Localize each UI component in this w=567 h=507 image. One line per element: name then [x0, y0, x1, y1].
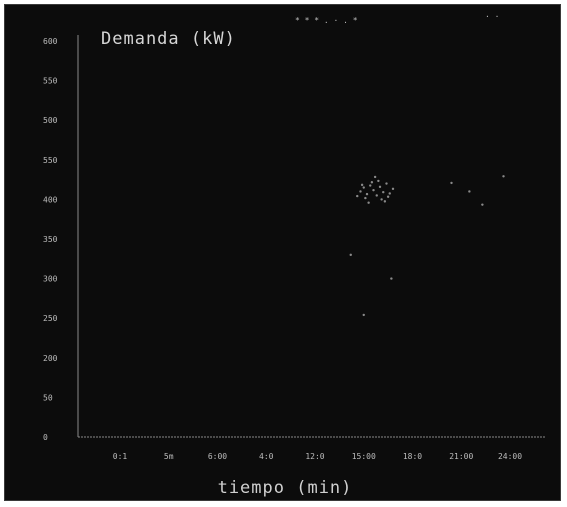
y-tick-label: 350: [43, 235, 58, 244]
x-tick-labels: 0:1 5m 6:00 4:0 12:0 15:00 18:0 21:00 24:00: [113, 452, 522, 461]
x-tick-label: 4:0: [259, 452, 274, 461]
y-tick-label: 550: [43, 156, 58, 165]
data-point: [481, 203, 484, 206]
data-point: [390, 277, 393, 280]
y-tick-label: 300: [43, 275, 58, 284]
data-point: [356, 194, 359, 198]
data-point: [365, 192, 369, 196]
data-point: [502, 175, 505, 178]
x-axis-label: tiempo (min): [218, 478, 353, 498]
data-point: [369, 184, 372, 187]
data-point: [373, 175, 377, 179]
data-point: [380, 198, 383, 201]
chart-title: Demanda (kW): [101, 29, 236, 49]
data-point: [349, 253, 352, 257]
x-tick-label: 24:00: [498, 452, 522, 461]
data-point: [375, 194, 378, 197]
data-point: [377, 179, 380, 183]
data-point: [370, 181, 374, 184]
y-tick-label: 200: [43, 354, 58, 363]
x-tick-label: 21:00: [449, 452, 473, 461]
y-tick-label: 500: [43, 116, 58, 125]
data-point: [378, 185, 382, 189]
data-point: [372, 188, 375, 192]
y-tick-label: 600: [43, 37, 58, 46]
y-tick-label: 400: [43, 195, 58, 204]
data-point: [383, 200, 387, 203]
chart-canvas: Demanda (kW) * * * . · . * · · 600550500…: [43, 12, 545, 498]
data-point: [367, 201, 370, 204]
data-point: [360, 183, 364, 187]
chart-annotation: * * * . · . *: [295, 16, 358, 25]
data-point: [391, 187, 395, 191]
data-point: [362, 313, 365, 317]
x-tick-label: 5m: [164, 452, 174, 461]
y-tick-label: 550: [43, 77, 58, 86]
data-point: [388, 192, 391, 195]
data-point: [364, 196, 367, 200]
y-tick-label: 0: [43, 433, 48, 442]
x-tick-label: 15:00: [352, 452, 376, 461]
x-tick-label: 18:0: [403, 452, 422, 461]
x-tick-label: 0:1: [113, 452, 128, 461]
data-point: [385, 182, 388, 185]
data-point: [382, 190, 385, 194]
data-point: [359, 190, 362, 193]
chart-frame: Demanda (kW) * * * . · . * · · 600 550 500…: [4, 4, 561, 501]
x-tick-label: 6:00: [208, 452, 227, 461]
data-point: [386, 195, 390, 198]
data-point: [362, 186, 365, 189]
data-point: [450, 181, 453, 185]
data-point: [468, 190, 471, 193]
data-points: [349, 175, 505, 317]
y-tick-label: 50: [43, 393, 53, 402]
y-tick-label: 250: [43, 314, 58, 323]
x-tick-label: 12:0: [305, 452, 324, 461]
chart-annotation: · ·: [485, 12, 499, 21]
